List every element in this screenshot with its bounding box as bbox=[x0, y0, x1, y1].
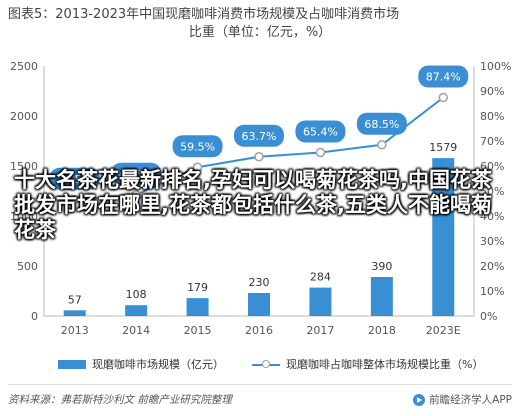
bar-value-label: 57 bbox=[68, 293, 82, 306]
y-left-tick-label: 1000 bbox=[10, 210, 38, 223]
y-right-tick-label: 80% bbox=[480, 110, 504, 123]
chart-legend: 现磨咖啡市场规模（亿元） 现磨咖啡占咖啡整体市场规模比重（%） bbox=[58, 356, 498, 372]
legend-label-bars: 现磨咖啡市场规模（亿元） bbox=[92, 358, 224, 371]
x-tick-label: 2017 bbox=[306, 324, 334, 337]
x-tick-label: 2023E bbox=[426, 324, 461, 337]
y-right-tick-label: 0% bbox=[480, 310, 497, 323]
legend-item-line: 现磨咖啡占咖啡整体市场规模比重（%） bbox=[252, 356, 483, 372]
y-left-tick-label: 2000 bbox=[10, 110, 38, 123]
y-left-tick-label: 1500 bbox=[10, 160, 38, 173]
x-tick-label: 2015 bbox=[184, 324, 212, 337]
ratio-label: 87.4% bbox=[426, 71, 461, 84]
bar-value-label: 179 bbox=[187, 281, 208, 294]
x-tick-label: 2014 bbox=[122, 324, 150, 337]
ratio-label: 59.5% bbox=[180, 140, 215, 153]
watermark-overlay-text: 十大名茶花最新排名,孕妇可以喝菊花茶吗,中国花茶批发市场在哪里,花茶都包括什么茶… bbox=[14, 168, 492, 242]
ratio-point bbox=[438, 92, 449, 103]
ratio-label-box bbox=[295, 120, 346, 143]
y-right-tick-label: 40% bbox=[480, 210, 504, 223]
ratio-label-box bbox=[356, 112, 407, 135]
bar bbox=[186, 298, 209, 316]
ratio-label: 46.5% bbox=[57, 173, 92, 186]
legend-bar-swatch bbox=[58, 359, 86, 369]
y-right-tick-label: 50% bbox=[480, 185, 504, 198]
bar bbox=[248, 293, 270, 316]
ratio-point bbox=[69, 195, 80, 205]
bar-value-label: 108 bbox=[126, 288, 147, 301]
y-right-tick-label: 20% bbox=[480, 260, 504, 273]
x-tick-label: 2018 bbox=[368, 324, 396, 337]
ratio-label: 63.7% bbox=[242, 130, 277, 143]
brand-name: 前瞻经济学人APP bbox=[429, 394, 512, 406]
ratio-label: 48.5% bbox=[119, 168, 154, 181]
chart-title: 图表5：2013-2023年中国现磨咖啡消费市场规模及占咖啡消费市场 比重（单位… bbox=[8, 6, 512, 42]
ratio-point bbox=[254, 152, 264, 162]
source-note: 资料来源：弗若斯特沙利文 前瞻产业研究院整理 bbox=[8, 394, 232, 406]
bar bbox=[125, 305, 148, 316]
legend-line-swatch bbox=[252, 359, 280, 369]
ratio-label-box bbox=[111, 162, 162, 185]
bar bbox=[370, 277, 393, 316]
footer: 资料来源：弗若斯特沙利文 前瞻产业研究院整理 前瞻经济学人APP bbox=[8, 392, 512, 408]
ratio-point bbox=[377, 140, 387, 150]
y-right-tick-label: 30% bbox=[480, 235, 504, 248]
y-left-tick-label: 0 bbox=[31, 310, 38, 323]
bar bbox=[432, 158, 455, 316]
y-left-tick-label: 2500 bbox=[10, 60, 38, 73]
x-tick-label: 2013 bbox=[61, 324, 89, 337]
y-left-tick-label: 500 bbox=[17, 260, 38, 273]
ratio-point bbox=[131, 190, 141, 200]
bar-value-label: 1579 bbox=[429, 141, 457, 154]
legend-label-line: 现磨咖啡占咖啡整体市场规模比重（%） bbox=[286, 358, 484, 371]
footer-divider bbox=[8, 384, 512, 385]
x-tick-label: 2016 bbox=[245, 324, 273, 337]
chart-title-line2: 比重（单位：亿元，%） bbox=[188, 25, 332, 40]
bar-value-label: 230 bbox=[249, 276, 270, 289]
y-right-tick-label: 90% bbox=[480, 85, 504, 98]
ratio-label-box bbox=[49, 167, 100, 190]
ratio-label-box bbox=[418, 65, 469, 88]
y-right-tick-label: 70% bbox=[480, 135, 504, 148]
ratio-label: 65.4% bbox=[303, 126, 338, 139]
ratio-point bbox=[192, 162, 203, 172]
y-right-tick-label: 60% bbox=[480, 160, 504, 173]
ratio-point bbox=[315, 147, 326, 158]
ratio-label-box bbox=[172, 135, 223, 158]
chart-title-line1: 图表5：2013-2023年中国现磨咖啡消费市场规模及占咖啡消费市场 bbox=[8, 7, 400, 22]
ratio-label: 68.5% bbox=[364, 118, 399, 131]
y-right-tick-label: 10% bbox=[480, 285, 504, 298]
bar bbox=[63, 310, 86, 316]
bar-value-label: 284 bbox=[310, 271, 331, 284]
y-right-tick-label: 100% bbox=[480, 60, 511, 73]
bar-value-label: 390 bbox=[371, 260, 392, 273]
brand-logo-icon bbox=[413, 393, 426, 406]
legend-item-bars: 现磨咖啡市场规模（亿元） bbox=[58, 356, 224, 372]
brand: 前瞻经济学人APP bbox=[413, 392, 512, 407]
bar bbox=[309, 287, 332, 316]
ratio-label-box bbox=[234, 124, 284, 147]
